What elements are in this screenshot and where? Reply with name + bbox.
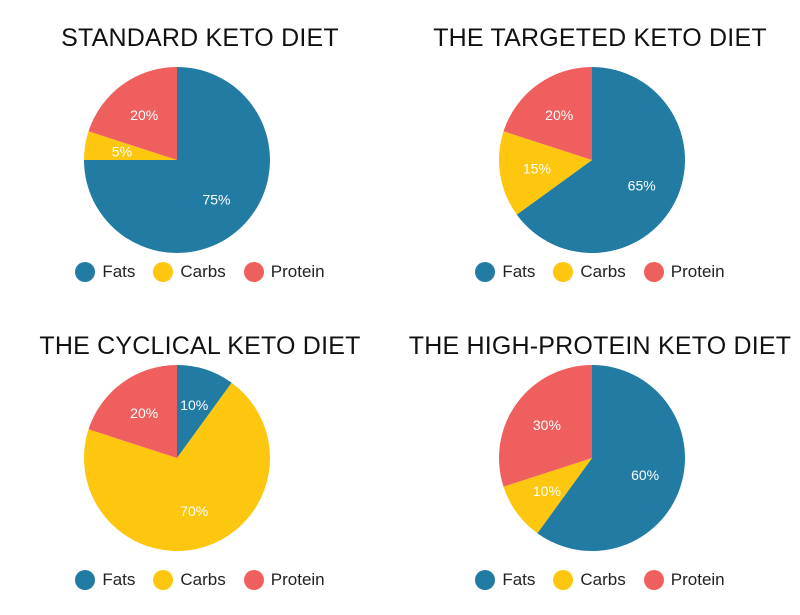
pie-slice-carbs	[84, 131, 177, 160]
pie-slice-label-fats: 75%	[202, 192, 230, 208]
pie-slice-carbs	[83, 382, 270, 551]
the-cyclical-keto-diet-panel: THE CYCLICAL KETO DIET 10% 70% 20% Fats Carbs…	[0, 308, 400, 615]
legend-label: Carbs	[180, 262, 226, 281]
legend-item-carbs: Carbs	[553, 262, 626, 282]
pie-slice-label-fats: 10%	[180, 397, 208, 413]
legend-swatch-fats	[475, 570, 496, 590]
legend: Fats Carbs Protein	[0, 570, 400, 590]
legend-swatch-fats	[75, 262, 96, 282]
legend-swatch-protein	[243, 570, 264, 590]
legend-item-protein: Protein	[243, 570, 325, 590]
pie-chart: 60% 10% 30%	[498, 365, 686, 551]
pie-slice-label-protein: 30%	[533, 417, 561, 433]
legend-swatch-carbs	[553, 262, 574, 282]
legend-swatch-protein	[643, 262, 664, 282]
chart-title: STANDARD KETO DIET	[61, 24, 339, 52]
legend-item-protein: Protein	[643, 570, 725, 590]
legend-swatch-protein	[243, 262, 264, 282]
pie-slice-label-carbs: 70%	[180, 503, 208, 519]
pie-chart: 10% 70% 20%	[83, 365, 270, 551]
legend-label: Protein	[270, 570, 325, 589]
legend-label: Protein	[670, 570, 725, 589]
pie-slice-fats	[516, 67, 686, 253]
pie-chart: 75% 5% 20%	[84, 66, 270, 253]
the-high-protein-keto-diet-panel: THE HIGH-PROTEIN KETO DIET 60% 10% 30% Fats C…	[400, 308, 800, 615]
pie-slice-fats	[177, 365, 232, 458]
legend-label: Fats	[102, 262, 136, 281]
legend-label: Protein	[670, 262, 725, 281]
legend: Fats Carbs Protein	[400, 570, 800, 590]
pie-slice-label-protein: 20%	[130, 405, 158, 421]
legend-item-fats: Fats	[475, 262, 535, 282]
legend-label: Carbs	[580, 262, 626, 281]
standard-keto-diet-panel: STANDARD KETO DIET 75% 5% 20% Fats Carbs Prote…	[0, 0, 400, 307]
pie-slice-label-protein: 20%	[545, 107, 573, 123]
the-targeted-keto-diet-panel: THE TARGETED KETO DIET 65% 15% 20% Fats Carbs…	[400, 0, 800, 307]
legend-label: Protein	[270, 262, 325, 281]
pie-slice-protein	[503, 67, 592, 160]
pie-slice-label-protein: 20%	[130, 107, 158, 123]
pie-slice-protein	[88, 365, 177, 458]
legend-swatch-fats	[475, 262, 496, 282]
legend-label: Fats	[502, 570, 536, 589]
legend-item-carbs: Carbs	[153, 262, 226, 282]
legend-item-carbs: Carbs	[553, 570, 626, 590]
legend-label: Fats	[102, 570, 136, 589]
pie-slice-label-carbs: 15%	[523, 161, 551, 177]
legend-item-protein: Protein	[643, 262, 725, 282]
legend-label: Carbs	[180, 570, 226, 589]
legend-swatch-fats	[75, 570, 96, 590]
legend-swatch-protein	[643, 570, 664, 590]
legend-swatch-carbs	[153, 262, 174, 282]
legend: Fats Carbs Protein	[0, 262, 400, 282]
pie-slice-label-carbs: 5%	[112, 143, 132, 159]
pie-slice-carbs	[498, 131, 592, 215]
pie-slice-label-carbs: 10%	[533, 483, 561, 499]
legend: Fats Carbs Protein	[400, 262, 800, 282]
chart-title: THE TARGETED KETO DIET	[433, 24, 767, 52]
legend-item-protein: Protein	[243, 262, 325, 282]
legend-label: Carbs	[580, 570, 626, 589]
legend-swatch-carbs	[153, 570, 174, 590]
pie-slice-protein	[498, 365, 592, 487]
pie-slice-protein	[88, 66, 177, 160]
pie-chart: 65% 15% 20%	[498, 67, 686, 253]
pie-slice-label-fats: 65%	[628, 177, 656, 193]
legend-item-fats: Fats	[475, 570, 535, 590]
chart-title: THE CYCLICAL KETO DIET	[39, 332, 361, 360]
pie-slice-fats	[537, 365, 686, 551]
pie-slice-label-fats: 60%	[631, 467, 659, 483]
legend-label: Fats	[502, 262, 536, 281]
chart-title: THE HIGH-PROTEIN KETO DIET	[408, 332, 792, 360]
legend-item-fats: Fats	[75, 570, 135, 590]
legend-swatch-carbs	[553, 570, 574, 590]
legend-item-carbs: Carbs	[153, 570, 226, 590]
pie-slice-carbs	[503, 458, 592, 534]
legend-item-fats: Fats	[75, 262, 135, 282]
